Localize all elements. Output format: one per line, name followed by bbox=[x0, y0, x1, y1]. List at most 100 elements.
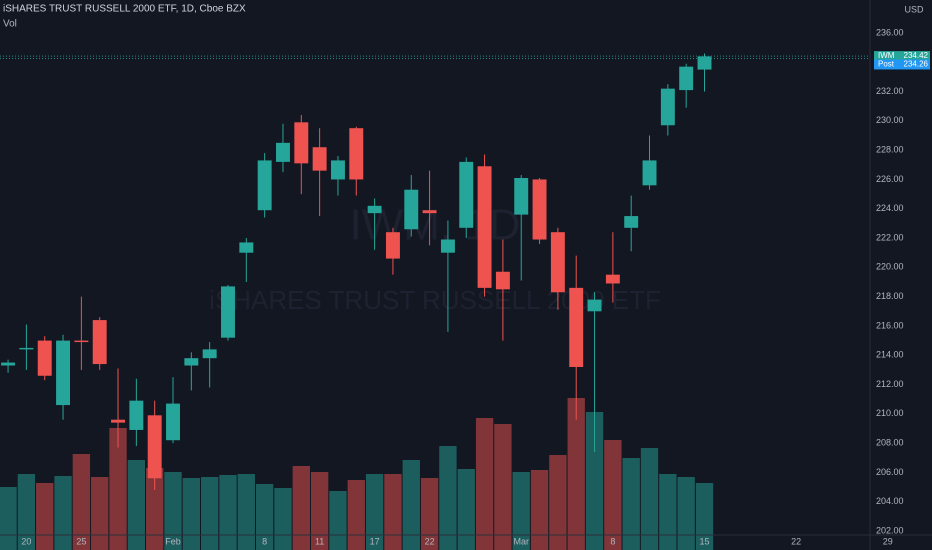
volume-bar bbox=[475, 418, 494, 550]
candles bbox=[1, 53, 712, 491]
volume-bar bbox=[402, 460, 420, 550]
y-tick-label: 202.00 bbox=[876, 525, 904, 535]
candle-body bbox=[550, 232, 565, 293]
candle-body bbox=[257, 160, 272, 211]
x-tick-label: 8 bbox=[262, 536, 267, 546]
volume-bar bbox=[36, 483, 54, 550]
candle-body bbox=[587, 299, 602, 312]
volume-bar bbox=[17, 474, 36, 550]
axes: 202.00 204.00 206.00 208.00 210.00 212.00 214.… bbox=[0, 27, 930, 546]
candle-body bbox=[349, 128, 364, 180]
x-tick-label: 11 bbox=[315, 536, 324, 546]
volume-bar bbox=[549, 455, 567, 550]
volume-bar bbox=[512, 472, 530, 550]
volume-bar bbox=[292, 466, 310, 550]
candle-body bbox=[495, 271, 510, 290]
price-label-box bbox=[874, 51, 930, 62]
x-tick-label: Mar bbox=[513, 536, 529, 546]
y-tick-label: 214.00 bbox=[876, 350, 904, 360]
price-label-name: IWM bbox=[878, 51, 895, 60]
volume-bar bbox=[604, 440, 622, 550]
candle-body bbox=[56, 340, 71, 406]
x-tick-label: 8 bbox=[610, 536, 615, 546]
y-tick-label: 224.00 bbox=[876, 203, 904, 213]
volume-bar bbox=[622, 458, 640, 550]
y-tick-label: 220.00 bbox=[876, 262, 904, 272]
y-tick-label: 206.00 bbox=[876, 467, 904, 477]
volume-pane bbox=[0, 398, 714, 550]
candle-body bbox=[111, 419, 125, 423]
volume-bar bbox=[72, 454, 91, 550]
y-tick-label: 218.00 bbox=[876, 291, 904, 301]
x-tick-label: 22 bbox=[791, 536, 801, 546]
candle-body bbox=[92, 320, 107, 365]
candle-body bbox=[74, 340, 89, 343]
x-tick-label: 25 bbox=[76, 536, 86, 546]
volume-bar bbox=[659, 474, 677, 550]
x-tick-label: 29 bbox=[883, 536, 893, 546]
y-tick-label: 228.00 bbox=[876, 145, 904, 155]
volume-bar bbox=[384, 474, 402, 550]
candle-body bbox=[294, 122, 309, 164]
volume-bar bbox=[420, 478, 439, 550]
candle-body bbox=[422, 210, 437, 214]
candle-body bbox=[477, 166, 492, 288]
volume-bar bbox=[695, 483, 714, 550]
y-tick-label: 236.00 bbox=[876, 27, 904, 37]
candle-body bbox=[459, 161, 474, 228]
chart-title: iSHARES TRUST RUSSELL 2000 ETF, 1D, Cboe… bbox=[3, 4, 246, 15]
candle-body bbox=[202, 349, 217, 359]
y-tick-label: 204.00 bbox=[876, 496, 904, 506]
volume-bar bbox=[109, 428, 127, 550]
candle-body bbox=[404, 189, 419, 230]
y-tick-label: 232.00 bbox=[876, 86, 904, 96]
volume-bar bbox=[219, 475, 237, 550]
candle-body bbox=[37, 340, 52, 376]
candle-body bbox=[514, 177, 529, 215]
candle-body bbox=[129, 400, 144, 430]
price-label-name: Post bbox=[878, 60, 895, 69]
volume-bar bbox=[439, 446, 457, 550]
volume-bar bbox=[182, 478, 201, 550]
candle-body bbox=[624, 216, 639, 228]
y-tick-label: 222.00 bbox=[876, 232, 904, 242]
candle-body bbox=[642, 160, 657, 186]
volume-bar bbox=[255, 484, 274, 550]
y-tick-label: 208.00 bbox=[876, 438, 904, 448]
watermark-subtitle: iSHARES TRUST RUSSELL 2000 ETF bbox=[209, 285, 661, 315]
candle-body bbox=[184, 358, 199, 366]
candle-body bbox=[19, 347, 34, 350]
candle-body bbox=[367, 205, 382, 214]
candle-body bbox=[166, 403, 180, 441]
candle-body bbox=[532, 179, 547, 240]
y-tick-label: 212.00 bbox=[876, 379, 904, 389]
volume-bar bbox=[0, 487, 17, 550]
candle-body bbox=[569, 287, 584, 367]
volume-bar bbox=[457, 469, 475, 550]
volume-bar bbox=[640, 448, 659, 550]
volume-bar bbox=[237, 474, 255, 550]
volume-bar bbox=[54, 476, 72, 550]
volume-bar bbox=[310, 472, 329, 550]
candle-body bbox=[679, 66, 694, 91]
candle-body bbox=[312, 147, 327, 171]
y-tick-label: 230.00 bbox=[876, 115, 904, 125]
x-tick-label: 20 bbox=[21, 536, 31, 546]
volume-bar bbox=[164, 472, 182, 550]
candle-body bbox=[1, 362, 16, 366]
volume-bar bbox=[677, 477, 695, 550]
volume-bar bbox=[494, 424, 512, 550]
price-label-box bbox=[874, 59, 930, 70]
candle-body bbox=[276, 142, 290, 162]
volume-label: Vol bbox=[3, 19, 17, 30]
volume-bar bbox=[127, 460, 146, 550]
candle-body bbox=[221, 286, 235, 338]
price-label-value: 234.42 bbox=[904, 51, 929, 60]
candle-body bbox=[605, 274, 620, 284]
candle-body bbox=[239, 242, 254, 253]
volume-bar bbox=[91, 477, 109, 550]
x-tick-label: Feb bbox=[165, 536, 181, 546]
volume-bar bbox=[585, 412, 604, 550]
